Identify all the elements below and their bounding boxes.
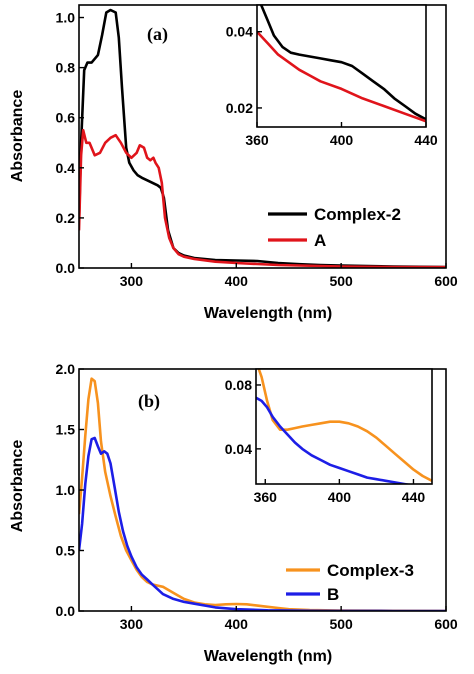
- inset-series-line-complex-3: [257, 369, 432, 482]
- series-line-a: [79, 128, 446, 268]
- inset-series-line-complex-2: [259, 5, 426, 121]
- legend-label-b: B: [327, 585, 339, 604]
- y-tick-label: 0.8: [56, 60, 76, 76]
- y-tick-label: 0.0: [56, 260, 76, 276]
- inset-y-tick-label: 0.08: [225, 377, 252, 393]
- series-line-b: [79, 436, 446, 611]
- panel-label: (a): [147, 24, 168, 45]
- inset-series-group: [257, 5, 426, 123]
- series-group: [79, 8, 446, 268]
- legend-label-complex-2: Complex-2: [314, 205, 401, 224]
- y-tick-label: 0.4: [56, 160, 76, 176]
- inset-x-tick-label: 440: [414, 132, 438, 148]
- x-tick-label: 300: [120, 273, 144, 289]
- y-tick-label: 2.0: [56, 361, 76, 377]
- inset-background: [257, 5, 426, 127]
- y-tick-label: 0.5: [56, 543, 76, 559]
- inset-x-tick-label: 360: [254, 489, 278, 505]
- inset-y-tick-label: 0.02: [226, 100, 253, 116]
- panel-label: (b): [138, 391, 160, 412]
- x-tick-label: 500: [329, 616, 353, 632]
- x-axis-label: Wavelength (nm): [204, 305, 332, 322]
- y-tick-label: 1.5: [56, 422, 76, 438]
- y-tick-label: 1.0: [56, 10, 76, 26]
- x-axis-label: Wavelength (nm): [204, 648, 332, 665]
- x-tick-label: 600: [434, 616, 458, 632]
- y-tick-label: 0.6: [56, 110, 76, 126]
- y-axis-label: Absorbance: [9, 90, 26, 183]
- series-line-complex-3: [79, 377, 446, 611]
- legend-label-complex-3: Complex-3: [327, 561, 414, 580]
- inset-y-tick-label: 0.04: [226, 24, 253, 40]
- series-group: [79, 377, 446, 611]
- y-axis-label: Absorbance: [9, 440, 26, 533]
- inset-x-tick-label: 400: [328, 489, 352, 505]
- inset-series-group: [256, 369, 432, 484]
- x-tick-label: 500: [329, 273, 353, 289]
- series-line-complex-2: [79, 8, 446, 268]
- inset-x-tick-label: 360: [245, 132, 269, 148]
- x-tick-label: 300: [120, 616, 144, 632]
- y-tick-label: 0.0: [56, 603, 76, 619]
- inset-x-tick-label: 440: [402, 489, 426, 505]
- y-tick-label: 0.2: [56, 210, 76, 226]
- y-tick-label: 1.0: [56, 482, 76, 498]
- inset-x-tick-label: 400: [330, 132, 354, 148]
- inset-plot-frame: [255, 368, 433, 485]
- x-tick-label: 600: [434, 273, 458, 289]
- legend-label-a: A: [314, 231, 326, 250]
- x-tick-label: 400: [225, 273, 249, 289]
- inset-series-line-a: [257, 30, 426, 123]
- inset-series-line-b: [256, 396, 412, 484]
- inset-background: [256, 369, 432, 484]
- x-tick-label: 400: [225, 616, 249, 632]
- inset-y-tick-label: 0.04: [225, 441, 252, 457]
